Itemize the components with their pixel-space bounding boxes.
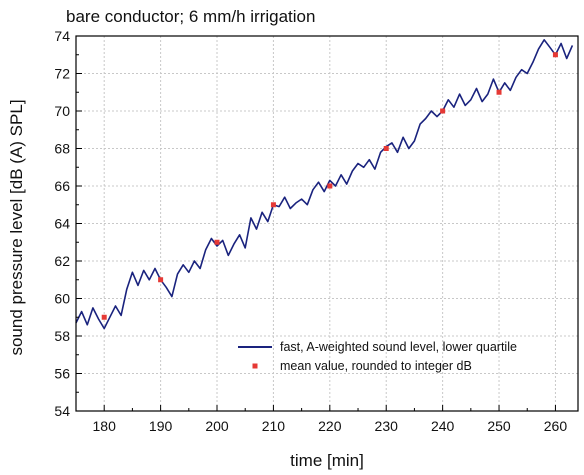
y-tick-label: 70 xyxy=(54,103,70,119)
legend: fast, A-weighted sound level, lower quar… xyxy=(238,340,517,373)
legend-label-marker: mean value, rounded to integer dB xyxy=(280,359,472,373)
data-layer xyxy=(76,40,572,329)
y-axis-title: sound pressure level [dB (A) SPL] xyxy=(7,99,26,355)
x-tick-label: 240 xyxy=(431,418,455,434)
y-tick-label: 54 xyxy=(54,403,70,419)
x-tick-label: 220 xyxy=(318,418,342,434)
mean-value-marker xyxy=(384,146,389,151)
y-tick-label: 64 xyxy=(54,216,70,232)
y-tick-label: 68 xyxy=(54,141,70,157)
x-tick-label: 200 xyxy=(205,418,229,434)
mean-value-marker xyxy=(215,240,220,245)
y-tick-label: 62 xyxy=(54,253,70,269)
mean-value-marker xyxy=(440,109,445,114)
mean-value-marker xyxy=(271,202,276,207)
grid-lines xyxy=(76,36,578,411)
y-tick-label: 74 xyxy=(54,28,70,44)
x-tick-label: 180 xyxy=(93,418,117,434)
y-tick-label: 72 xyxy=(54,66,70,82)
y-tick-label: 66 xyxy=(54,178,70,194)
x-tick-label: 230 xyxy=(375,418,399,434)
mean-value-marker xyxy=(327,184,332,189)
x-tick-label: 190 xyxy=(149,418,173,434)
legend-marker-swatch xyxy=(253,364,258,369)
mean-value-marker xyxy=(497,90,502,95)
plot-frame xyxy=(76,36,578,411)
y-tick-label: 56 xyxy=(54,366,70,382)
legend-label-line: fast, A-weighted sound level, lower quar… xyxy=(280,340,517,354)
series-line-lower-quartile xyxy=(76,40,572,329)
mean-value-marker xyxy=(158,277,163,282)
x-tick-label: 260 xyxy=(544,418,568,434)
x-tick-label: 250 xyxy=(487,418,511,434)
y-tick-label: 58 xyxy=(54,328,70,344)
mean-value-marker xyxy=(553,52,558,57)
x-tick-label: 210 xyxy=(262,418,286,434)
mean-value-marker xyxy=(102,315,107,320)
x-axis-title: time [min] xyxy=(290,451,364,470)
y-tick-label: 60 xyxy=(54,291,70,307)
